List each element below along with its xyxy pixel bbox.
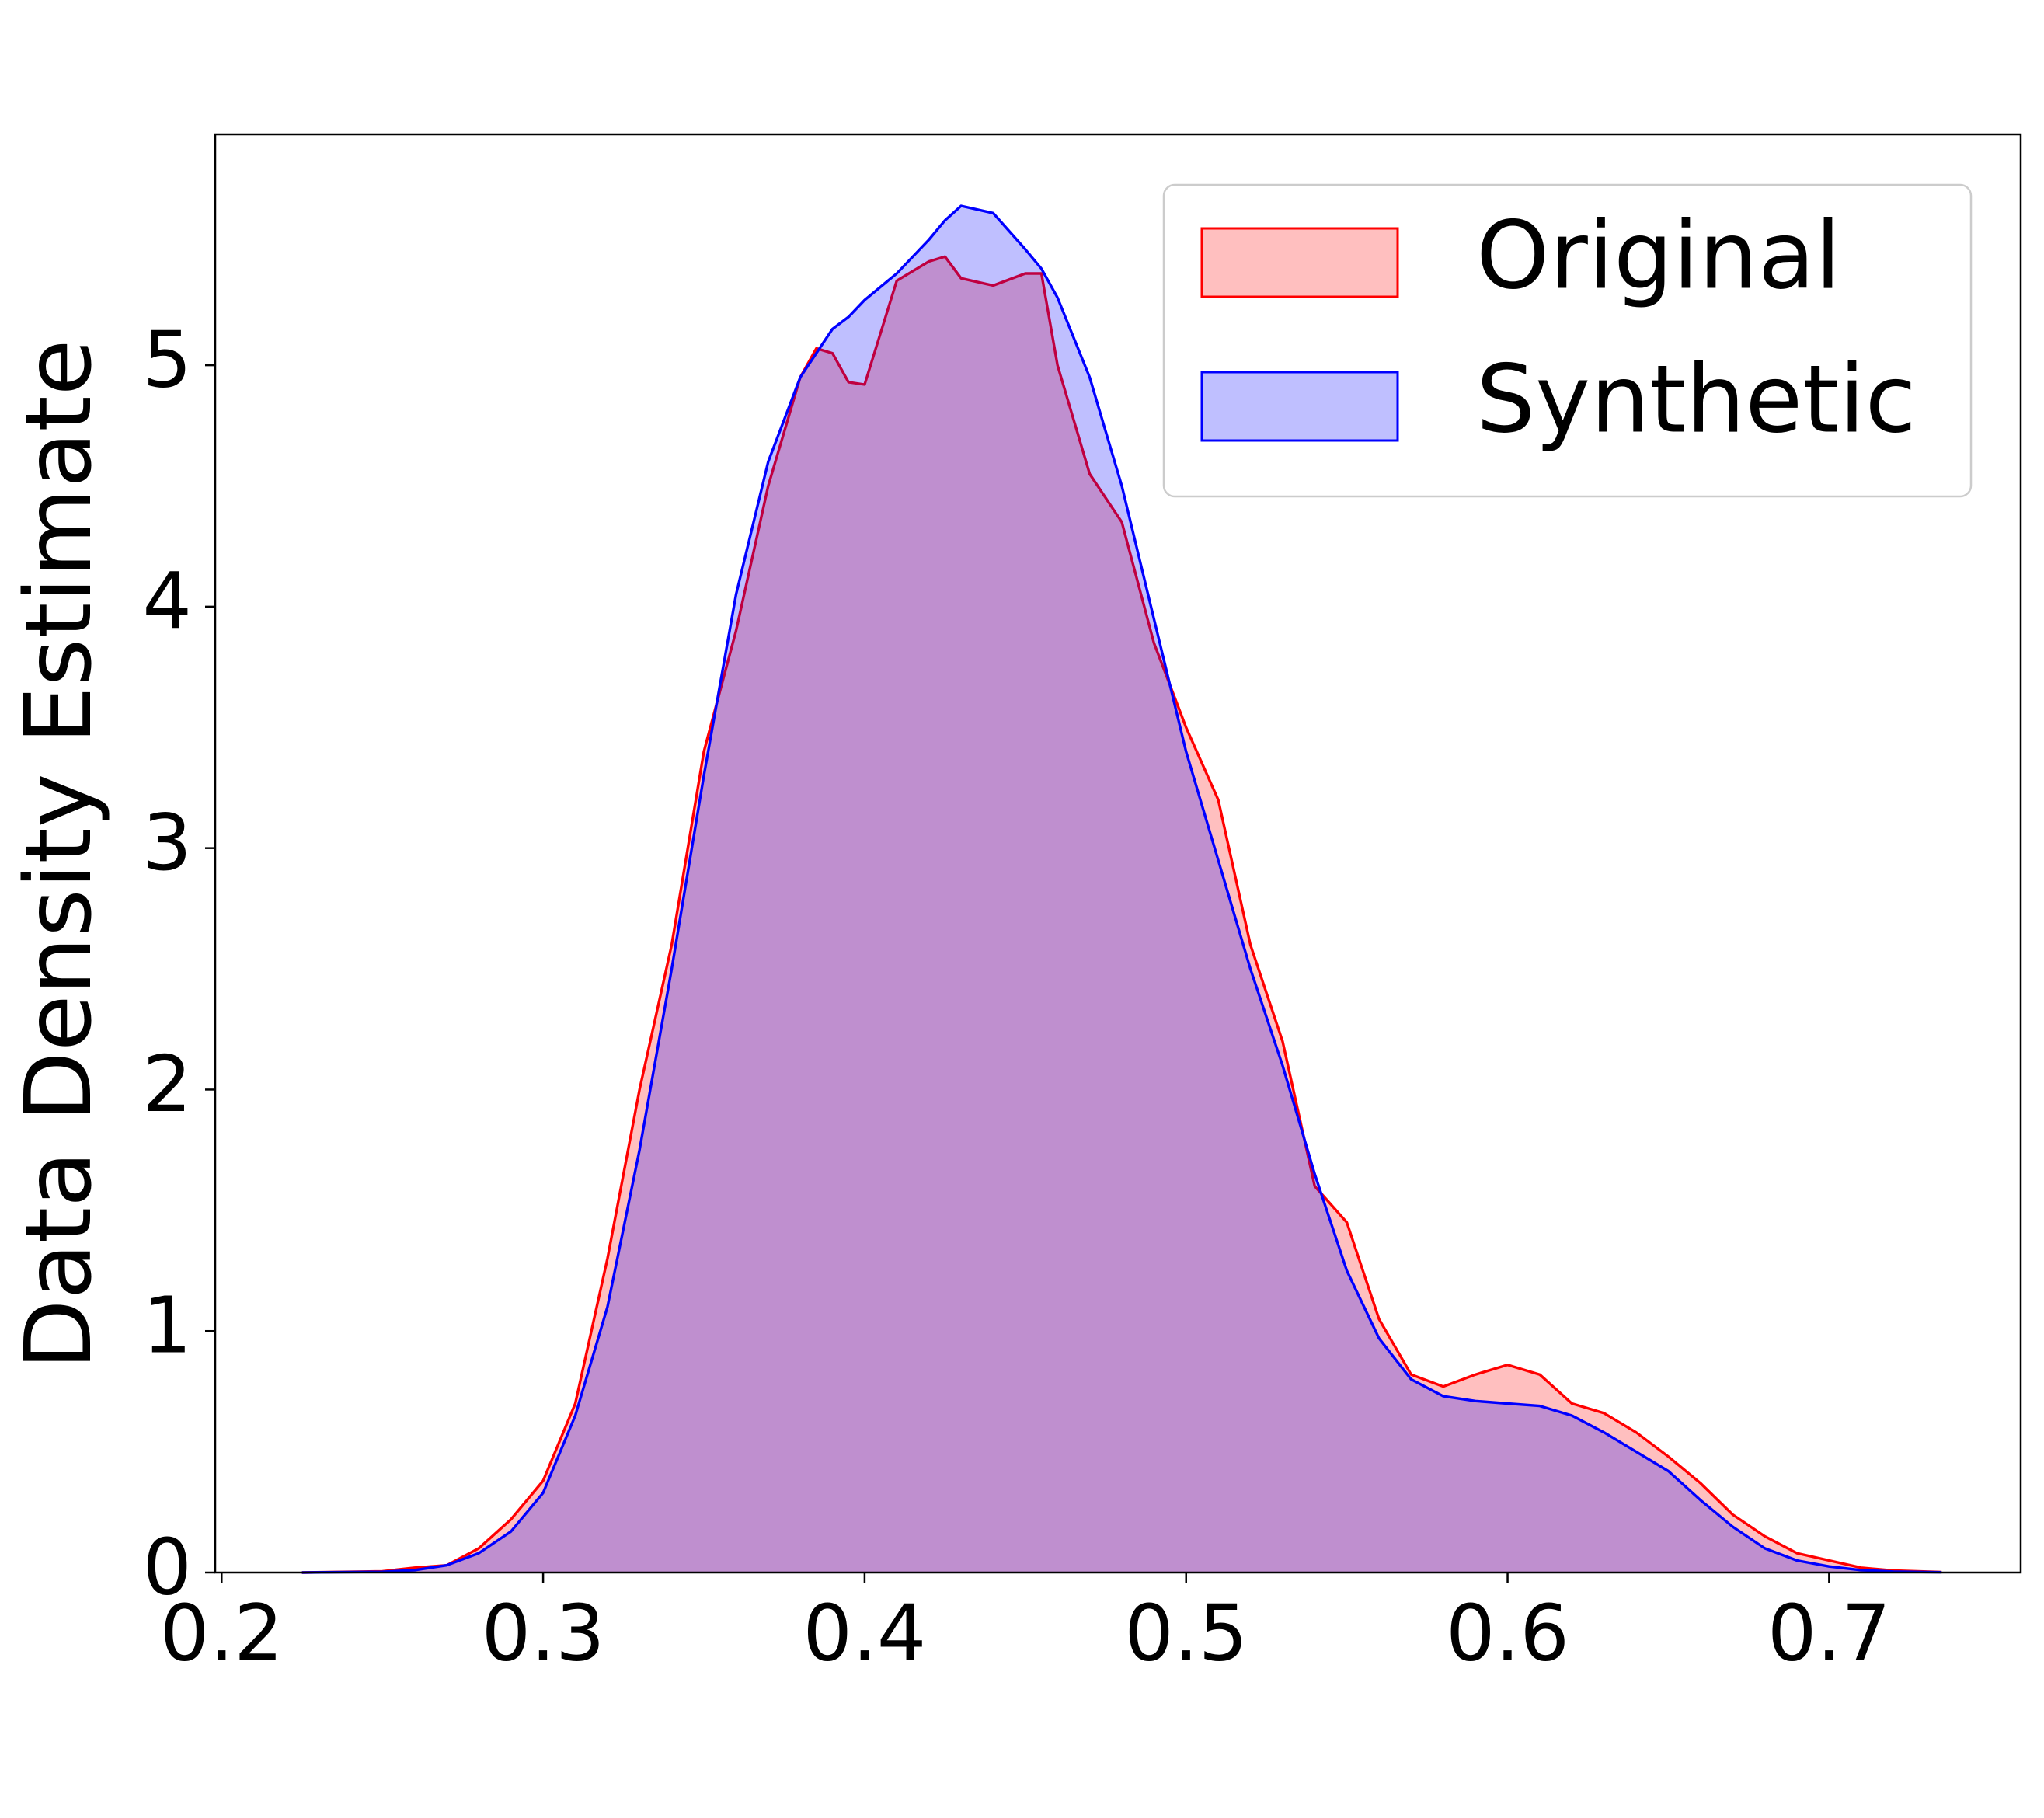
y-tick-label: 4: [142, 556, 192, 646]
y-tick-label: 1: [142, 1280, 192, 1371]
x-tick-label: 0.6: [1446, 1587, 1569, 1678]
legend-box: [1162, 183, 1973, 498]
area-fill: [301, 256, 1942, 1572]
y-tick-label: 5: [142, 314, 192, 405]
y-tick-label: 3: [142, 797, 192, 888]
y-tick-label: 2: [142, 1039, 192, 1130]
x-tick-label: 0.2: [160, 1587, 284, 1678]
plot-frame: [214, 133, 2022, 1574]
x-tick-label: 0.4: [803, 1587, 926, 1678]
x-tick-label: 0.7: [1767, 1587, 1891, 1678]
legend-label: Original: [1476, 203, 1841, 311]
area-fill: [301, 206, 1942, 1572]
x-tick-label: 0.3: [482, 1587, 605, 1678]
legend-patch: [1200, 227, 1399, 298]
area-line: [301, 255, 1942, 1574]
x-tick-label: 0.5: [1124, 1587, 1248, 1678]
area-line: [301, 204, 1942, 1574]
y-tick-label: 0: [142, 1521, 192, 1612]
y-axis-label: Data Density Estimate: [5, 340, 112, 1370]
legend-patch: [1200, 371, 1399, 442]
legend-label: Synthetic: [1476, 347, 1917, 454]
